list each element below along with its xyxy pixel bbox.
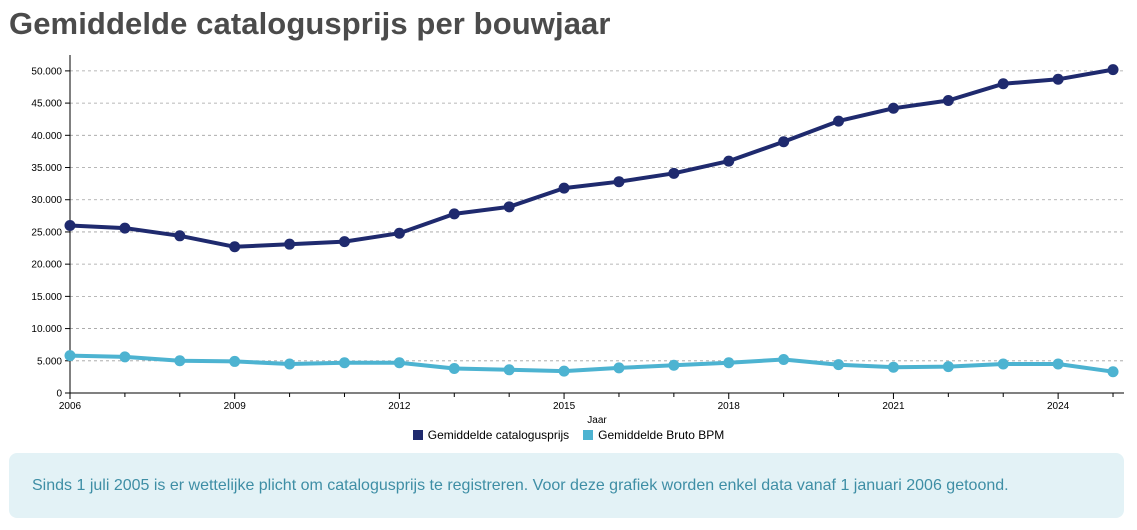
data-point-bruto-bpm	[503, 364, 515, 376]
y-tick-label: 30.000	[31, 195, 62, 206]
x-axis-title: Jaar	[587, 415, 607, 426]
grid-lines	[70, 70, 1124, 362]
legend-item-bruto-bpm[interactable]: Gemiddelde Bruto BPM	[583, 428, 724, 442]
data-point-bruto-bpm	[723, 357, 735, 369]
y-tick-label: 0	[56, 389, 62, 400]
data-point-bruto-bpm	[338, 357, 350, 369]
data-point-catalogusprijs	[503, 201, 515, 213]
data-points	[64, 64, 1119, 378]
data-point-bruto-bpm	[833, 359, 845, 371]
y-tick-label: 40.000	[31, 131, 62, 142]
data-point-catalogusprijs	[448, 208, 460, 220]
series-line-bruto-bpm	[68, 353, 1115, 374]
data-point-catalogusprijs	[778, 136, 790, 148]
data-point-catalogusprijs	[942, 95, 954, 107]
legend-swatch-bruto-bpm	[583, 430, 594, 440]
data-point-bruto-bpm	[229, 355, 241, 367]
y-tick-label: 20.000	[31, 260, 62, 271]
data-point-bruto-bpm	[448, 363, 460, 375]
data-point-catalogusprijs	[833, 115, 845, 127]
series-lines	[68, 67, 1115, 374]
data-point-catalogusprijs	[668, 167, 680, 179]
data-point-catalogusprijs	[1107, 64, 1119, 76]
legend-item-catalogusprijs[interactable]: Gemiddelde catalogusprijs	[412, 428, 570, 442]
data-point-catalogusprijs	[1052, 73, 1064, 85]
data-point-bruto-bpm	[119, 351, 131, 363]
data-point-catalogusprijs	[613, 176, 625, 188]
y-tick-label: 35.000	[31, 163, 62, 174]
y-tick-label: 45.000	[31, 99, 62, 110]
data-point-catalogusprijs	[997, 78, 1009, 90]
data-point-bruto-bpm	[284, 358, 296, 370]
data-point-bruto-bpm	[1052, 358, 1064, 370]
data-point-bruto-bpm	[393, 357, 405, 369]
data-point-bruto-bpm	[613, 362, 625, 374]
series-line-catalogusprijs	[68, 67, 1115, 249]
x-tick-label: 2009	[224, 401, 247, 412]
data-point-bruto-bpm	[942, 361, 954, 373]
data-point-bruto-bpm	[64, 350, 76, 362]
legend-label-catalogusprijs: Gemiddelde catalogusprijs	[427, 428, 570, 442]
data-point-catalogusprijs	[723, 155, 735, 167]
x-tick-label: 2021	[882, 401, 905, 412]
x-tick-label: 2012	[388, 401, 411, 412]
info-note: Sinds 1 juli 2005 is er wettelijke plich…	[9, 453, 1124, 518]
data-point-catalogusprijs	[284, 238, 296, 250]
data-point-catalogusprijs	[558, 182, 570, 194]
data-point-catalogusprijs	[887, 102, 899, 114]
data-point-catalogusprijs	[174, 230, 186, 242]
x-tick-label: 2018	[718, 401, 741, 412]
legend-label-bruto-bpm: Gemiddelde Bruto BPM	[598, 428, 725, 442]
y-tick-label: 50.000	[31, 66, 62, 77]
data-point-bruto-bpm	[778, 354, 790, 365]
data-point-bruto-bpm	[997, 358, 1009, 370]
data-point-bruto-bpm	[174, 355, 186, 367]
data-point-bruto-bpm	[887, 361, 899, 373]
y-tick-label: 25.000	[31, 227, 62, 238]
x-tick-label: 2024	[1047, 401, 1070, 412]
data-point-bruto-bpm	[668, 359, 680, 371]
data-point-catalogusprijs	[393, 227, 405, 239]
legend: Gemiddelde catalogusprijs Gemiddelde Bru…	[0, 428, 1137, 442]
data-point-bruto-bpm	[1107, 366, 1119, 378]
data-point-bruto-bpm	[558, 365, 570, 377]
data-point-catalogusprijs	[229, 241, 241, 253]
data-point-catalogusprijs	[64, 220, 76, 231]
legend-swatch-catalogusprijs	[412, 430, 423, 440]
data-point-catalogusprijs	[119, 222, 131, 234]
line-chart: 0 5.000 10.000 15.000 20.000 25.000 30.000 35.0…	[31, 55, 1124, 426]
axes: 0 5.000 10.000 15.000 20.000 25.000 30.000 35.0…	[31, 55, 1124, 412]
data-point-catalogusprijs	[338, 236, 350, 248]
y-tick-label: 10.000	[31, 324, 62, 335]
y-tick-label: 5.000	[37, 356, 62, 367]
x-tick-label: 2006	[59, 401, 82, 412]
y-tick-label: 15.000	[31, 292, 62, 303]
page-title: Gemiddelde catalogusprijs per bouwjaar	[9, 6, 611, 41]
x-tick-label: 2015	[553, 401, 576, 412]
